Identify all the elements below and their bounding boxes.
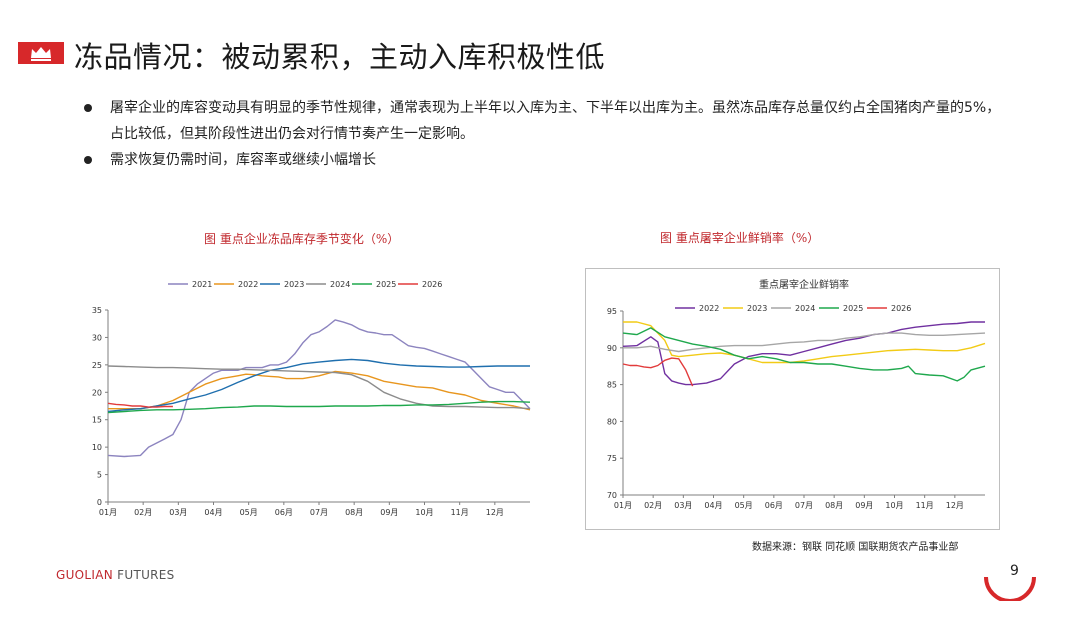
y-tick-label: 80 bbox=[607, 417, 617, 426]
y-tick-label: 10 bbox=[92, 443, 102, 452]
bullet-list: 屠宰企业的库容变动具有明显的季节性规律，通常表现为上半年以入库为主、下半年以出库… bbox=[84, 95, 1014, 173]
legend-label: 2022 bbox=[238, 280, 258, 289]
x-tick-label: 02月 bbox=[644, 501, 662, 510]
x-tick-label: 01月 bbox=[614, 501, 632, 510]
x-tick-label: 04月 bbox=[704, 501, 722, 510]
series-line-2022 bbox=[108, 370, 531, 411]
y-tick-label: 95 bbox=[607, 307, 617, 316]
legend-label: 2023 bbox=[747, 304, 767, 313]
brand-subname: FUTURES bbox=[113, 568, 175, 582]
x-tick-label: 08月 bbox=[825, 501, 843, 510]
bullet-item: 需求恢复仍需时间，库容率或继续小幅增长 bbox=[84, 147, 1014, 173]
x-tick-label: 11月 bbox=[916, 501, 934, 510]
inventory-season-chart: 2021 2022 2023 2024 2025 20260510152025303501… bbox=[92, 280, 531, 517]
page-number: 9 bbox=[1010, 563, 1019, 579]
x-tick-label: 01月 bbox=[99, 508, 117, 517]
brand-logo bbox=[18, 42, 64, 64]
crown-icon bbox=[31, 47, 51, 61]
series-line-2025 bbox=[622, 327, 986, 382]
page-badge-arc-icon bbox=[984, 576, 1036, 601]
x-tick-label: 04月 bbox=[204, 508, 222, 517]
y-tick-label: 70 bbox=[607, 491, 617, 500]
series-line-2023 bbox=[107, 358, 530, 413]
series-line-2024 bbox=[623, 332, 986, 353]
footer-brand: GUOLIAN FUTURES bbox=[56, 568, 175, 582]
x-tick-label: 03月 bbox=[169, 508, 187, 517]
x-tick-label: 02月 bbox=[134, 508, 152, 517]
x-tick-label: 09月 bbox=[380, 508, 398, 517]
x-tick-label: 08月 bbox=[345, 508, 363, 517]
x-tick-label: 10月 bbox=[415, 508, 433, 517]
chart-frame bbox=[585, 268, 1000, 530]
bullet-dot-icon bbox=[84, 104, 92, 112]
y-tick-label: 85 bbox=[607, 381, 617, 390]
y-tick-label: 5 bbox=[97, 471, 102, 480]
x-tick-label: 05月 bbox=[735, 501, 753, 510]
x-tick-label: 03月 bbox=[674, 501, 692, 510]
chart-title: 重点屠宰企业鲜销率 bbox=[759, 278, 849, 291]
legend-label: 2024 bbox=[330, 280, 350, 289]
bullet-text: 需求恢复仍需时间，库容率或继续小幅增长 bbox=[110, 152, 376, 168]
series-line-2021 bbox=[107, 319, 531, 458]
legend-label: 2025 bbox=[376, 280, 396, 289]
x-tick-label: 12月 bbox=[486, 508, 504, 517]
y-tick-label: 35 bbox=[92, 306, 102, 315]
x-tick-label: 09月 bbox=[855, 501, 873, 510]
y-tick-label: 30 bbox=[92, 333, 102, 342]
y-tick-label: 15 bbox=[92, 416, 102, 425]
bullet-text: 屠宰企业的库容变动具有明显的季节性规律，通常表现为上半年以入库为主、下半年以出库… bbox=[110, 100, 1001, 142]
legend-label: 2023 bbox=[284, 280, 304, 289]
series-line-2026 bbox=[107, 402, 173, 408]
x-tick-label: 10月 bbox=[885, 501, 903, 510]
y-tick-label: 90 bbox=[607, 344, 617, 353]
brand-name: GUOLIAN bbox=[56, 568, 114, 582]
y-tick-label: 75 bbox=[607, 454, 617, 463]
fresh-sales-rate-chart: 重点屠宰企业鲜销率 2022 2023 2024 2025 2026 70 75 80 85 90 9… bbox=[585, 268, 1000, 530]
legend-label: 2022 bbox=[699, 304, 719, 313]
series-line-2026 bbox=[622, 357, 694, 387]
x-tick-label: 11月 bbox=[451, 508, 469, 517]
y-tick-label: 25 bbox=[92, 361, 102, 370]
left-chart-caption: 图 重点企业冻品库存季节变化（%） bbox=[204, 232, 400, 246]
x-tick-label: 06月 bbox=[275, 508, 293, 517]
legend-label: 2026 bbox=[891, 304, 911, 313]
x-tick-label: 07月 bbox=[310, 508, 328, 517]
x-tick-label: 06月 bbox=[765, 501, 783, 510]
bullet-item: 屠宰企业的库容变动具有明显的季节性规律，通常表现为上半年以入库为主、下半年以出库… bbox=[84, 95, 1014, 147]
legend-label: 2024 bbox=[795, 304, 815, 313]
x-tick-label: 12月 bbox=[946, 501, 964, 510]
series-line-2024 bbox=[107, 365, 531, 410]
legend-label: 2021 bbox=[192, 280, 212, 289]
legend-label: 2025 bbox=[843, 304, 863, 313]
page-title: 冻品情况：被动累积，主动入库积极性低 bbox=[74, 40, 606, 74]
legend-label: 2026 bbox=[422, 280, 442, 289]
x-tick-label: 07月 bbox=[795, 501, 813, 510]
data-source-note: 数据来源：钢联 同花顺 国联期货农产品事业部 bbox=[752, 542, 959, 553]
x-tick-label: 05月 bbox=[240, 508, 258, 517]
series-line-2022 bbox=[622, 321, 985, 386]
bullet-dot-icon bbox=[84, 156, 92, 164]
y-tick-label: 20 bbox=[92, 388, 102, 397]
series-line-2025 bbox=[107, 400, 531, 414]
right-chart-caption: 图 重点屠宰企业鲜销率（%） bbox=[660, 231, 820, 245]
y-tick-label: 0 bbox=[97, 498, 102, 507]
